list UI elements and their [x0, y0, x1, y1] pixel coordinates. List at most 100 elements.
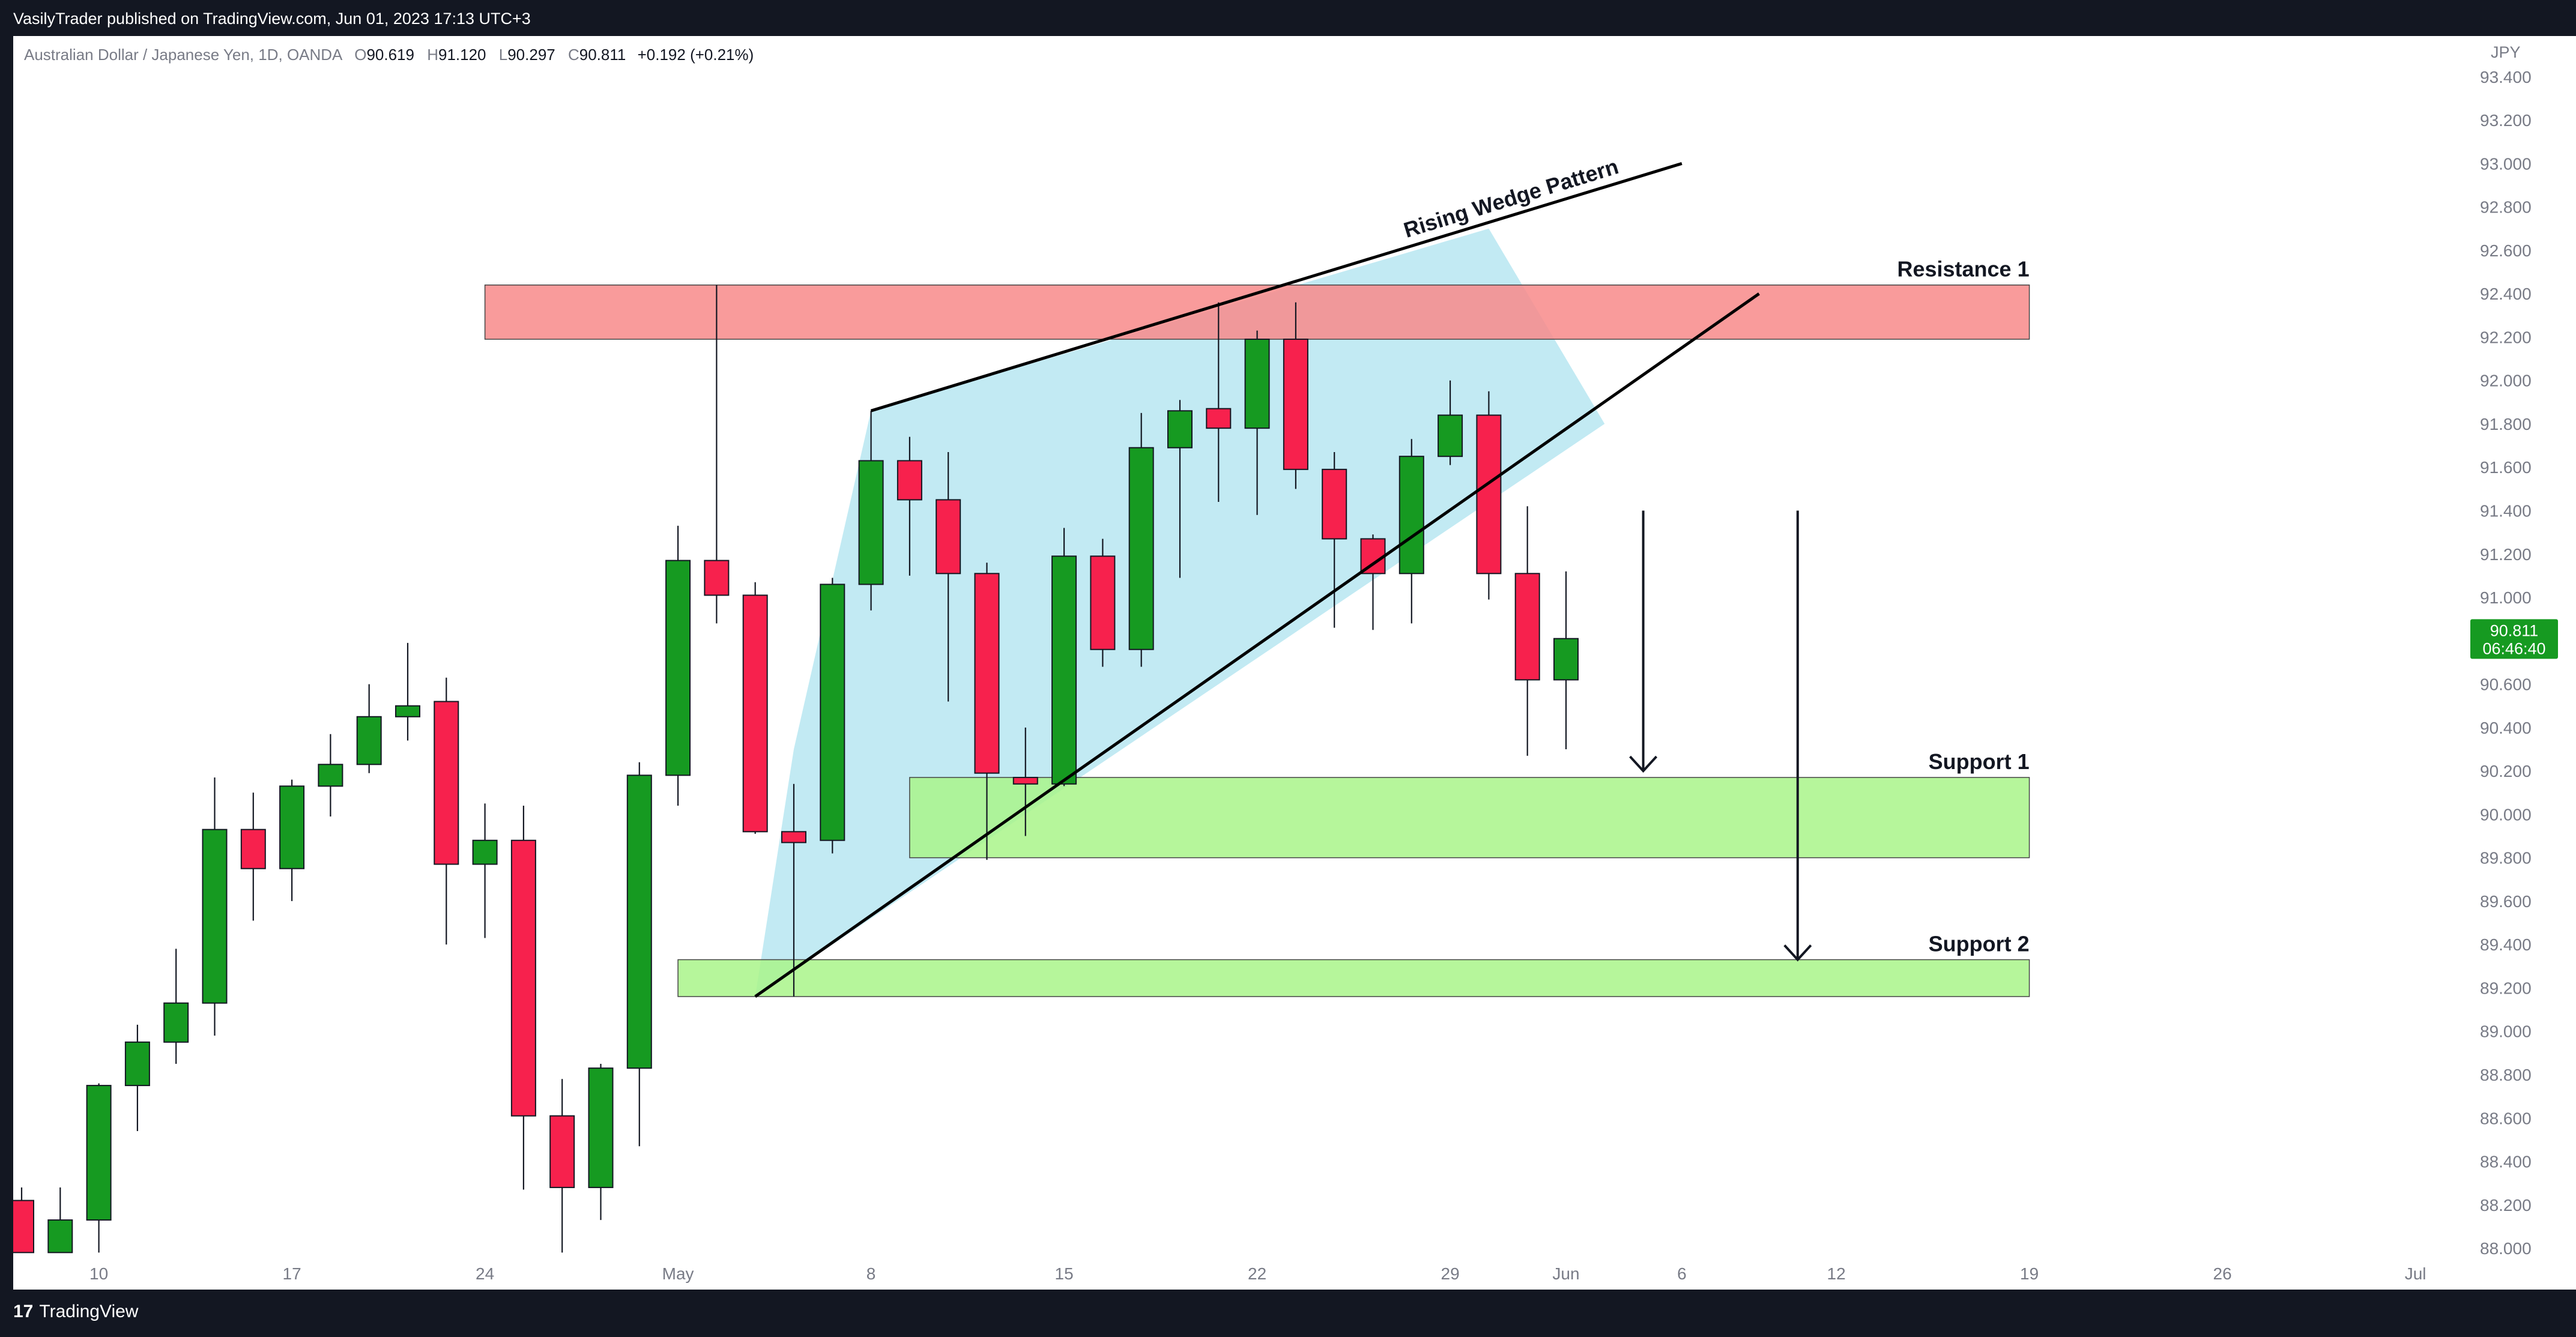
y-tick-label: 92.200	[2480, 328, 2532, 346]
high-label: H	[427, 46, 438, 64]
y-tick-label: 88.000	[2480, 1239, 2532, 1258]
candle-body	[1051, 555, 1077, 785]
x-tick-label: 26	[2213, 1264, 2232, 1283]
y-tick-label: 91.600	[2480, 458, 2532, 477]
y-tick-label: 89.600	[2480, 892, 2532, 911]
last-price-value: 90.811	[2490, 621, 2539, 639]
candle-body	[472, 839, 498, 865]
candle-body	[124, 1041, 150, 1087]
x-tick-label: 12	[1827, 1264, 1846, 1283]
bar-countdown: 06:46:40	[2482, 639, 2545, 657]
candle-body	[1476, 414, 1502, 575]
candle-body	[858, 460, 884, 585]
candle-body	[549, 1115, 575, 1188]
symbol-description: Australian Dollar / Japanese Yen, 1D, OA…	[24, 46, 342, 64]
close-value: 90.811	[579, 46, 626, 64]
candle-body	[1012, 776, 1038, 785]
high-value: 91.120	[438, 46, 486, 64]
candle-body	[1090, 555, 1116, 650]
tradingview-logo-icon: 17	[13, 1302, 34, 1321]
candle-body	[202, 828, 228, 1004]
low-value: 90.297	[507, 46, 555, 64]
candle-body	[510, 839, 536, 1117]
change-value: +0.192 (+0.21%)	[637, 46, 754, 64]
y-tick-label: 89.800	[2480, 849, 2532, 868]
candle-body	[742, 594, 768, 833]
y-tick-label: 88.800	[2480, 1066, 2532, 1084]
candle-body	[240, 828, 266, 869]
x-tick-label: 24	[476, 1264, 494, 1283]
published-info: VasilyTrader published on TradingView.co…	[13, 10, 531, 28]
candle-body	[665, 560, 691, 776]
candle-body	[356, 716, 382, 765]
target-arrow-head	[1783, 944, 1812, 962]
x-tick-label: Jul	[2405, 1264, 2426, 1283]
y-tick-label: 88.400	[2480, 1153, 2532, 1171]
tradingview-logo[interactable]: 17 TradingView	[13, 1302, 138, 1322]
footer-bar: 17 TradingView	[0, 1290, 2576, 1337]
y-tick-label: 89.400	[2480, 935, 2532, 954]
y-tick-label: 90.600	[2480, 675, 2532, 694]
y-tick-label: 91.800	[2480, 415, 2532, 433]
x-tick-label: 6	[1677, 1264, 1687, 1283]
candle-body	[896, 460, 922, 501]
open-label: O	[354, 46, 367, 64]
y-tick-label: 89.200	[2480, 979, 2532, 997]
price-axis-panel[interactable]	[2469, 36, 2576, 1290]
wedge-shade	[755, 228, 1605, 997]
zone-label: Resistance 1	[1897, 257, 2029, 282]
candle-body	[279, 785, 305, 869]
candle-body	[395, 705, 420, 717]
y-tick-label: 89.000	[2480, 1022, 2532, 1041]
last-price-badge	[2470, 619, 2558, 659]
candle-body	[1167, 410, 1193, 448]
candle-body	[626, 774, 652, 1069]
candle-body	[704, 560, 730, 596]
candle-body	[1514, 573, 1540, 681]
tradingview-brand-text: TradingView	[39, 1302, 139, 1321]
zone-support-1	[909, 777, 2030, 859]
y-tick-label: 91.000	[2480, 588, 2532, 607]
y-tick-label: 88.200	[2480, 1196, 2532, 1215]
candle-body	[588, 1067, 614, 1188]
axis-currency-label: JPY	[2491, 43, 2521, 61]
candle-body	[1128, 447, 1154, 650]
y-tick-label: 92.400	[2480, 285, 2532, 303]
y-tick-label: 92.000	[2480, 372, 2532, 390]
x-tick-label: 19	[2020, 1264, 2039, 1283]
y-tick-label: 93.200	[2480, 111, 2532, 130]
candle-body	[820, 584, 845, 841]
x-tick-label: May	[662, 1264, 694, 1283]
y-tick-label: 93.000	[2480, 154, 2532, 173]
wedge-lower-line	[754, 292, 1760, 998]
x-tick-label: 10	[89, 1264, 108, 1283]
x-tick-label: 22	[1248, 1264, 1266, 1283]
candle-body	[1398, 456, 1424, 575]
candle-body	[1438, 414, 1463, 457]
zone-label: Support 1	[1929, 749, 2030, 774]
open-value: 90.619	[366, 46, 414, 64]
y-tick-label: 90.400	[2480, 719, 2532, 737]
candle-body	[1322, 468, 1347, 540]
y-tick-label: 92.800	[2480, 198, 2532, 217]
candle-body	[434, 701, 459, 865]
x-tick-label: 15	[1055, 1264, 1074, 1283]
y-tick-label: 92.600	[2480, 241, 2532, 260]
y-tick-label: 91.400	[2480, 502, 2532, 521]
zone-support-2	[677, 959, 2030, 997]
candle-body	[1206, 408, 1232, 429]
candle-body	[974, 573, 1000, 774]
x-tick-label: Jun	[1552, 1264, 1579, 1283]
y-tick-label: 93.400	[2480, 68, 2532, 86]
candle-body	[318, 764, 343, 787]
symbol-legend: Australian Dollar / Japanese Yen, 1D, OA…	[24, 46, 754, 64]
pattern-label: Rising Wedge Pattern	[1401, 154, 1621, 243]
candle-body	[1283, 339, 1308, 470]
publication-bar: VasilyTrader published on TradingView.co…	[0, 0, 2576, 36]
wedge-upper-line	[870, 161, 1683, 412]
candle-body	[13, 1200, 34, 1254]
y-tick-label: 90.000	[2480, 805, 2532, 824]
candle-body	[86, 1085, 112, 1221]
candle-body	[1244, 339, 1270, 429]
